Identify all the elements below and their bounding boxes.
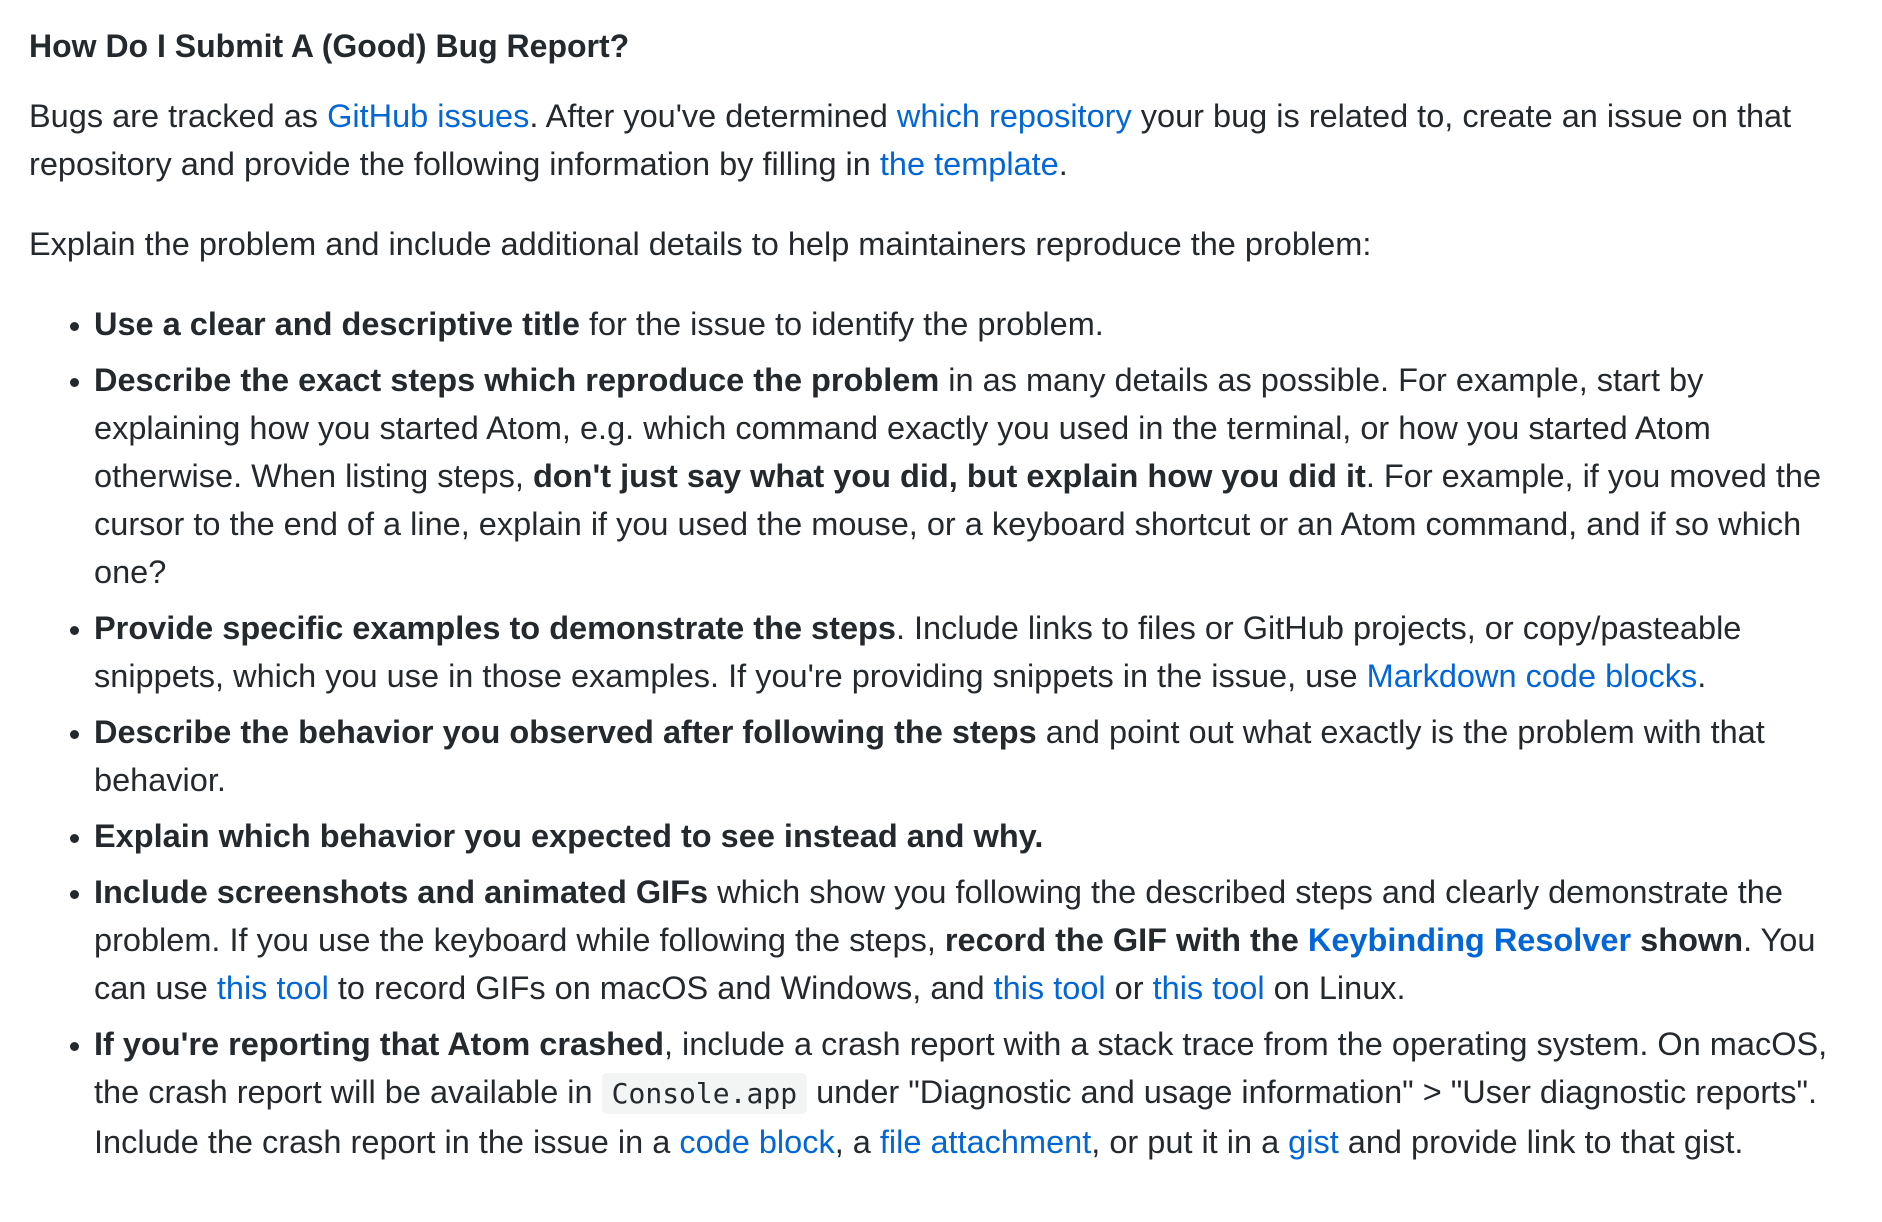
inline-code: Console.app bbox=[601, 1073, 808, 1114]
item-text: to record GIFs on macOS and Windows, and bbox=[328, 970, 994, 1006]
item-text: which show you following the described s… bbox=[94, 874, 1783, 958]
item-text: in as many details as possible. For exam… bbox=[94, 362, 1711, 494]
intro-text: . bbox=[1058, 146, 1068, 182]
item-text: . You can use bbox=[94, 922, 1816, 1006]
item-text: , a bbox=[834, 1124, 880, 1160]
list-item-clear-title: Use a clear and descriptive title for th… bbox=[94, 300, 1829, 348]
item-text: and provide link to that gist. bbox=[1338, 1124, 1744, 1160]
bold-text-group: record the GIF with the Keybinding Resol… bbox=[945, 922, 1743, 958]
item-text: on Linux. bbox=[1264, 970, 1406, 1006]
section-heading: How Do I Submit A (Good) Bug Report? bbox=[29, 28, 630, 64]
markdown-document: How Do I Submit A (Good) Bug Report? Bug… bbox=[29, 22, 1829, 1174]
list-item-screenshots: Include screenshots and animated GIFs wh… bbox=[94, 868, 1829, 1012]
bold-text: Include screenshots and animated GIFs bbox=[94, 874, 709, 910]
item-text: or bbox=[1105, 970, 1153, 1006]
keybinding-resolver-link[interactable]: Keybinding Resolver bbox=[1307, 922, 1632, 958]
list-item-specific-examples: Provide specific examples to demonstrate… bbox=[94, 604, 1829, 700]
bold-text: Explain which behavior you expected to s… bbox=[94, 818, 1044, 854]
list-item-expected-behavior: Explain which behavior you expected to s… bbox=[94, 812, 1829, 860]
intro-paragraph: Bugs are tracked as GitHub issues. After… bbox=[29, 92, 1829, 188]
list-item-exact-steps: Describe the exact steps which reproduce… bbox=[94, 356, 1829, 596]
explain-paragraph: Explain the problem and include addition… bbox=[29, 226, 1372, 262]
which-repository-link[interactable]: which repository bbox=[896, 98, 1132, 134]
bold-text: If you're reporting that Atom crashed bbox=[94, 1026, 664, 1062]
intro-text: your bug is related to, create an issue … bbox=[29, 98, 1792, 182]
list-item-atom-crashed: If you're reporting that Atom crashed, i… bbox=[94, 1020, 1829, 1166]
file-attachment-link[interactable]: file attachment bbox=[879, 1124, 1092, 1160]
linux-tool-link-1[interactable]: this tool bbox=[993, 970, 1106, 1006]
item-text: . bbox=[1697, 658, 1707, 694]
bold-text: don't just say what you did, but explain… bbox=[532, 458, 1366, 494]
markdown-code-blocks-link[interactable]: Markdown code blocks bbox=[1366, 658, 1698, 694]
item-text: . For example, if you moved the cursor t… bbox=[94, 458, 1822, 590]
item-text: . Include links to files or GitHub proje… bbox=[94, 610, 1742, 694]
intro-text: Bugs are tracked as bbox=[29, 98, 328, 134]
bold-text: Use a clear and descriptive title bbox=[94, 306, 580, 342]
bold-text: record the GIF with the bbox=[944, 922, 1308, 958]
bug-report-guidelines-list: Use a clear and descriptive title for th… bbox=[29, 300, 1829, 1166]
bold-text: Describe the exact steps which reproduce… bbox=[94, 362, 940, 398]
item-text: and point out what exactly is the proble… bbox=[94, 714, 1765, 798]
code-block-link[interactable]: code block bbox=[679, 1124, 835, 1160]
template-link[interactable]: the template bbox=[879, 146, 1059, 182]
macos-windows-tool-link[interactable]: this tool bbox=[216, 970, 329, 1006]
github-issues-link[interactable]: GitHub issues bbox=[327, 98, 530, 134]
item-text: for the issue to identify the problem. bbox=[579, 306, 1104, 342]
linux-tool-link-2[interactable]: this tool bbox=[1152, 970, 1265, 1006]
gist-link[interactable]: gist bbox=[1288, 1124, 1339, 1160]
list-item-observed-behavior: Describe the behavior you observed after… bbox=[94, 708, 1829, 804]
bold-text: Describe the behavior you observed after… bbox=[94, 714, 1037, 750]
item-text: , include a crash report with a stack tr… bbox=[94, 1026, 1828, 1110]
item-text: under "Diagnostic and usage information"… bbox=[94, 1074, 1818, 1160]
bold-text: shown bbox=[1631, 922, 1744, 958]
item-text: , or put it in a bbox=[1091, 1124, 1289, 1160]
intro-text: . After you've determined bbox=[529, 98, 897, 134]
bold-text: Provide specific examples to demonstrate… bbox=[94, 610, 896, 646]
